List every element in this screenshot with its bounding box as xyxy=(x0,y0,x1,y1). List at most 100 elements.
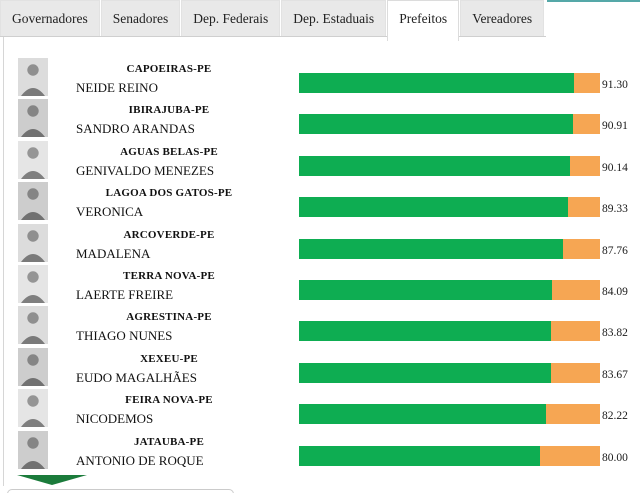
candidate-photo xyxy=(18,99,48,138)
tab-prefeitos[interactable]: Prefeitos xyxy=(387,0,460,41)
candidate-photo xyxy=(18,140,48,179)
result-value: 83.82 xyxy=(602,327,628,340)
result-value: 90.14 xyxy=(602,161,628,174)
bottom-panel-edge xyxy=(7,489,234,493)
candidate-name: ANTONIO DE ROQUE xyxy=(76,452,204,468)
result-bar-remainder xyxy=(563,238,600,259)
result-bar-remainder xyxy=(570,155,600,176)
person-portrait-icon xyxy=(18,347,48,386)
candidate-name: THIAGO NUNES xyxy=(76,328,173,344)
candidate-photo xyxy=(18,264,48,303)
result-bar-fill xyxy=(299,321,552,342)
person-portrait-icon xyxy=(18,99,48,138)
list-item: AGRESTINA-PE THIAGO NUNES 83.82 xyxy=(0,305,640,346)
ranking-list: CAPOEIRAS-PE NEIDE REINO 91.30 IBIRAJUBA… xyxy=(0,57,640,471)
teal-accent-line xyxy=(547,0,640,2)
result-bar xyxy=(299,445,600,466)
result-bar xyxy=(299,238,600,259)
result-bar-fill xyxy=(299,404,547,425)
result-bar xyxy=(299,155,600,176)
tab-bar: Governadores Senadores Dep. Federais Dep. E… xyxy=(0,0,546,41)
result-bar xyxy=(299,362,600,383)
candidate-name: MADALENA xyxy=(76,245,151,261)
candidate-name: NEIDE REINO xyxy=(76,80,158,95)
list-item: CAPOEIRAS-PE NEIDE REINO 91.30 xyxy=(0,57,640,98)
panel-border xyxy=(3,37,4,486)
result-bar xyxy=(299,114,600,135)
result-value: 90.91 xyxy=(602,120,628,133)
list-item: TERRA NOVA-PE LAERTE FREIRE 84.09 xyxy=(0,264,640,305)
list-item: ARCOVERDE-PE MADALENA 87.76 xyxy=(0,223,640,264)
person-portrait-icon xyxy=(18,264,48,303)
candidate-name: EUDO MAGALHÃES xyxy=(76,369,197,385)
tab-senadores[interactable]: Senadores xyxy=(100,0,181,36)
result-bar-fill xyxy=(299,238,564,259)
result-bar-remainder xyxy=(573,73,600,93)
person-portrait-icon xyxy=(18,430,48,469)
tab-vereadores[interactable]: Vereadores xyxy=(460,0,545,36)
result-value: 89.33 xyxy=(602,203,628,216)
city-label: TERRA NOVA-PE xyxy=(123,269,215,282)
result-value: 87.76 xyxy=(602,244,628,257)
person-portrait-icon xyxy=(18,306,48,345)
city-label: AGRESTINA-PE xyxy=(126,311,212,324)
candidate-photo xyxy=(18,430,48,469)
result-bar xyxy=(299,404,600,425)
result-bar xyxy=(299,197,600,218)
tab-governadores[interactable]: Governadores xyxy=(0,0,100,36)
list-item: FEIRA NOVA-PE NICODEMOS 82.22 xyxy=(0,388,640,429)
candidate-photo xyxy=(18,347,48,386)
result-value: 91.30 xyxy=(602,79,628,91)
city-label: AGUAS BELAS-PE xyxy=(120,145,218,158)
candidate-photo xyxy=(18,389,48,428)
list-item: LAGOA DOS GATOS-PE VERONICA 89.33 xyxy=(0,181,640,222)
person-portrait-icon xyxy=(18,182,48,221)
tab-dep-estaduais[interactable]: Dep. Estaduais xyxy=(281,0,387,36)
result-bar-fill xyxy=(299,73,574,93)
result-value: 84.09 xyxy=(602,285,628,298)
candidate-name: VERONICA xyxy=(76,204,144,220)
result-bar-remainder xyxy=(552,279,600,300)
candidate-photo xyxy=(18,306,48,345)
result-bar-fill xyxy=(299,114,573,135)
candidate-name: LAERTE FREIRE xyxy=(76,286,174,302)
city-label: LAGOA DOS GATOS-PE xyxy=(105,187,233,200)
result-value: 83.67 xyxy=(602,368,628,381)
result-bar-remainder xyxy=(551,321,600,342)
city-label: FEIRA NOVA-PE xyxy=(125,394,213,407)
candidate-photo xyxy=(18,223,48,262)
city-label: IBIRAJUBA-PE xyxy=(128,104,210,117)
city-label: ARCOVERDE-PE xyxy=(123,228,215,241)
result-bar-fill xyxy=(299,155,571,176)
triangle-down-icon[interactable] xyxy=(17,475,87,485)
person-portrait-icon xyxy=(18,389,48,428)
result-bar xyxy=(299,73,600,93)
list-item: JATAUBA-PE ANTONIO DE ROQUE 80.00 xyxy=(0,430,640,471)
city-label: JATAUBA-PE xyxy=(133,435,205,448)
city-label: CAPOEIRAS-PE xyxy=(126,63,212,75)
result-bar xyxy=(299,321,600,342)
candidate-photo xyxy=(18,58,48,96)
result-bar-remainder xyxy=(572,114,600,135)
result-bar-fill xyxy=(299,197,568,218)
person-portrait-icon xyxy=(18,223,48,262)
list-item: AGUAS BELAS-PE GENIVALDO MENEZES 90.14 xyxy=(0,140,640,181)
list-item: IBIRAJUBA-PE SANDRO ARANDAS 90.91 xyxy=(0,98,640,139)
person-portrait-icon xyxy=(18,58,48,96)
result-bar-fill xyxy=(299,362,551,383)
result-bar xyxy=(299,279,600,300)
result-value: 82.22 xyxy=(602,410,628,423)
result-bar-fill xyxy=(299,279,553,300)
candidate-name: NICODEMOS xyxy=(76,411,154,427)
list-item: XEXEU-PE EUDO MAGALHÃES 83.67 xyxy=(0,347,640,388)
tab-dep-federais[interactable]: Dep. Federais xyxy=(181,0,281,36)
person-portrait-icon xyxy=(18,140,48,179)
result-bar-remainder xyxy=(550,362,600,383)
result-bar-remainder xyxy=(539,445,600,466)
city-label: XEXEU-PE xyxy=(140,352,198,365)
candidate-photo xyxy=(18,182,48,221)
result-value: 80.00 xyxy=(602,451,628,464)
result-bar-fill xyxy=(299,445,540,466)
result-bar-remainder xyxy=(546,404,600,425)
